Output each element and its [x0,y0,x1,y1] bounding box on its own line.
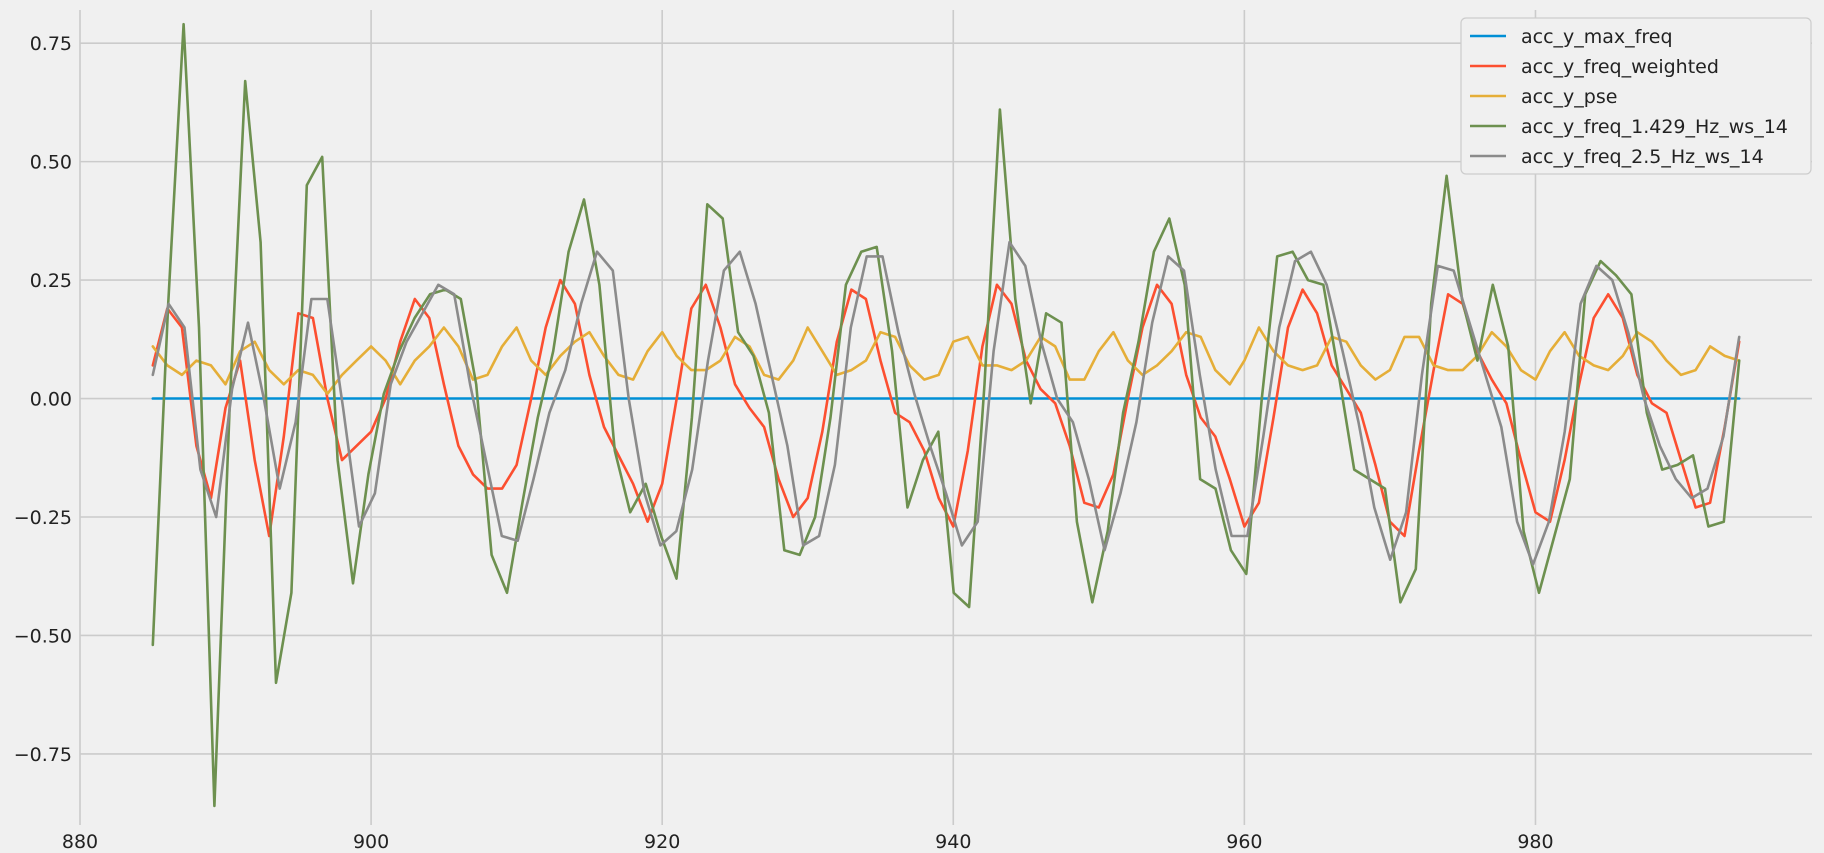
x-tick-label: 940 [935,831,971,853]
series-lines [151,22,1741,808]
legend-label: acc_y_pse [1521,86,1617,108]
y-tick-label: −0.75 [14,744,72,766]
x-axis-ticks: 880 900 920 940 960 980 [62,831,1554,853]
x-tick-label: 980 [1517,831,1553,853]
y-tick-label: −0.50 [14,625,72,647]
legend: acc_y_max_freq acc_y_freq_weighted acc_y_p… [1460,17,1812,175]
series-line-2 [151,326,1741,396]
y-tick-label: 0.75 [30,33,72,55]
x-tick-label: 900 [353,831,389,853]
legend-label: acc_y_freq_weighted [1521,56,1719,78]
legend-label: acc_y_freq_1.429_Hz_ws_14 [1521,116,1788,138]
x-tick-label: 880 [62,831,98,853]
y-axis-ticks: −0.75 −0.50 −0.25 0.00 0.25 0.50 0.75 [14,33,72,766]
x-tick-label: 960 [1226,831,1262,853]
legend-label: acc_y_freq_2.5_Hz_ws_14 [1521,146,1764,168]
legend-label: acc_y_max_freq [1521,26,1673,48]
y-tick-label: −0.25 [14,507,72,529]
series-line-3 [151,22,1741,808]
x-tick-label: 920 [644,831,680,853]
legend-box [1460,17,1812,175]
y-tick-label: 0.00 [30,389,72,411]
y-tick-label: 0.50 [30,152,72,174]
y-tick-label: 0.25 [30,270,72,292]
series-line-4 [151,240,1741,566]
